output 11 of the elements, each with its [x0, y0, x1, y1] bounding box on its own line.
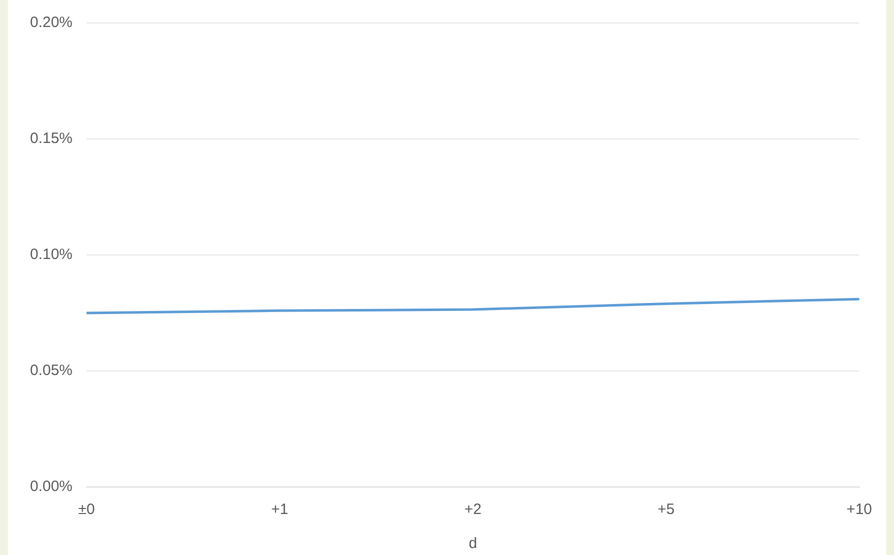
x-tick-label: +2 — [464, 501, 482, 518]
x-tick-label: +5 — [658, 501, 675, 518]
y-tick-label: 0.05% — [30, 362, 73, 380]
x-tick-label: +1 — [271, 501, 288, 518]
x-tick-label: ±0 — [78, 501, 95, 518]
y-tick-label: 0.20% — [30, 14, 73, 32]
y-tick-label: 0.15% — [30, 130, 73, 148]
y-tick-label: 0.10% — [30, 246, 73, 264]
x-axis-title: d — [468, 535, 478, 552]
x-tick-label: +10 — [846, 501, 872, 518]
y-tick-label: 0.00% — [30, 478, 73, 496]
